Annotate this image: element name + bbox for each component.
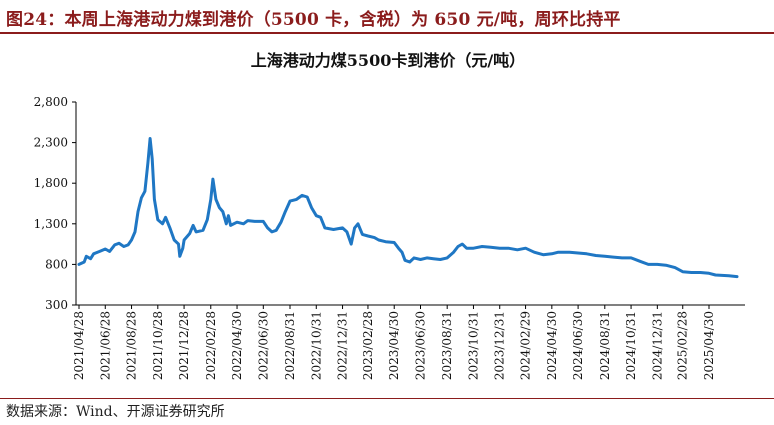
y-axis-ticks: 300 800 1,300 1,800 2,300 2,800 xyxy=(34,95,76,312)
x-tick-label: 2024/06/30 xyxy=(571,311,585,380)
x-tick-label: 2024/02/29 xyxy=(519,311,533,380)
x-tick-label: 2023/10/31 xyxy=(466,311,480,380)
y-tick-label: 800 xyxy=(45,257,68,271)
source-divider xyxy=(0,398,774,399)
x-tick-label: 2023/02/28 xyxy=(361,311,375,380)
y-tick-label: 300 xyxy=(45,298,68,312)
x-tick-label: 2021/12/28 xyxy=(177,311,191,380)
x-tick-label: 2022/02/28 xyxy=(204,311,218,380)
x-tick-label: 2023/08/31 xyxy=(440,311,454,380)
y-tick-label: 2,800 xyxy=(34,95,68,109)
x-tick-label: 2024/12/31 xyxy=(650,311,664,380)
x-tick-label: 2023/06/30 xyxy=(413,311,427,380)
title-divider xyxy=(0,32,774,34)
x-tick-label: 2022/08/31 xyxy=(283,311,297,380)
x-tick-label: 2022/06/30 xyxy=(256,311,270,380)
y-tick-label: 2,300 xyxy=(34,136,68,150)
x-tick-label: 2024/08/31 xyxy=(598,311,612,380)
x-axis-ticks: 2021/04/28 2021/06/28 2021/08/28 2021/10/28… xyxy=(72,305,716,380)
x-tick-label: 2022/10/31 xyxy=(309,311,323,380)
figure-title: 图24：本周上海港动力煤到港价（5500 卡，含税）为 650 元/吨，周环比持… xyxy=(6,10,621,30)
x-tick-label: 2021/06/28 xyxy=(98,311,112,380)
series-line xyxy=(77,137,739,279)
x-tick-label: 2024/04/30 xyxy=(545,311,559,380)
x-tick-label: 2022/04/30 xyxy=(230,311,244,380)
y-tick-label: 1,300 xyxy=(34,217,68,231)
x-tick-label: 2021/08/28 xyxy=(125,311,139,380)
x-tick-label: 2022/12/31 xyxy=(336,311,350,380)
x-tick-label: 2025/02/28 xyxy=(676,311,690,380)
chart-axes xyxy=(75,102,745,306)
x-tick-label: 2025/04/30 xyxy=(702,311,716,380)
source-note: 数据来源：Wind、开源证券研究所 xyxy=(6,404,225,420)
x-tick-label: 2023/04/30 xyxy=(387,311,401,380)
x-tick-label: 2024/10/31 xyxy=(624,311,638,380)
y-tick-label: 1,800 xyxy=(34,176,68,190)
x-tick-label: 2021/10/28 xyxy=(151,311,165,380)
chart-title: 上海港动力煤5500卡到港价（元/吨） xyxy=(251,51,525,70)
line-chart: 上海港动力煤5500卡到港价（元/吨） 300 800 1,300 1,800 2,30… xyxy=(34,51,745,380)
x-tick-label: 2021/04/28 xyxy=(72,311,86,380)
x-tick-label: 2023/12/31 xyxy=(493,311,507,380)
